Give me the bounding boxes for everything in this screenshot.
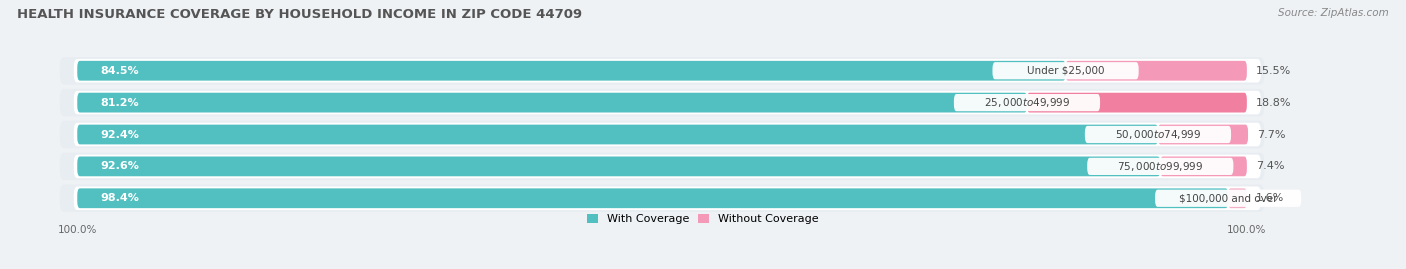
Text: $100,000 and over: $100,000 and over (1178, 193, 1278, 203)
FancyBboxPatch shape (1156, 190, 1301, 207)
FancyBboxPatch shape (993, 62, 1139, 79)
Text: $25,000 to $49,999: $25,000 to $49,999 (984, 96, 1070, 109)
FancyBboxPatch shape (73, 186, 1261, 210)
Text: Under $25,000: Under $25,000 (1026, 66, 1104, 76)
FancyBboxPatch shape (1229, 188, 1247, 208)
FancyBboxPatch shape (1066, 61, 1247, 81)
Text: 92.6%: 92.6% (101, 161, 139, 171)
Text: 1.6%: 1.6% (1256, 193, 1285, 203)
Text: 15.5%: 15.5% (1256, 66, 1292, 76)
FancyBboxPatch shape (59, 121, 1264, 148)
FancyBboxPatch shape (77, 188, 1229, 208)
FancyBboxPatch shape (59, 185, 1264, 212)
Text: 92.4%: 92.4% (101, 129, 139, 140)
Text: 7.7%: 7.7% (1257, 129, 1286, 140)
Text: $75,000 to $99,999: $75,000 to $99,999 (1118, 160, 1204, 173)
FancyBboxPatch shape (1087, 158, 1233, 175)
FancyBboxPatch shape (77, 61, 1066, 81)
Text: 7.4%: 7.4% (1256, 161, 1285, 171)
FancyBboxPatch shape (77, 157, 1160, 176)
FancyBboxPatch shape (73, 155, 1261, 178)
FancyBboxPatch shape (73, 91, 1261, 114)
FancyBboxPatch shape (953, 94, 1099, 111)
FancyBboxPatch shape (1026, 93, 1247, 112)
FancyBboxPatch shape (73, 123, 1261, 146)
Text: 98.4%: 98.4% (101, 193, 139, 203)
FancyBboxPatch shape (59, 89, 1264, 116)
Text: 18.8%: 18.8% (1256, 98, 1292, 108)
Text: 84.5%: 84.5% (101, 66, 139, 76)
Text: HEALTH INSURANCE COVERAGE BY HOUSEHOLD INCOME IN ZIP CODE 44709: HEALTH INSURANCE COVERAGE BY HOUSEHOLD I… (17, 8, 582, 21)
FancyBboxPatch shape (73, 59, 1261, 83)
FancyBboxPatch shape (59, 57, 1264, 84)
FancyBboxPatch shape (59, 153, 1264, 180)
FancyBboxPatch shape (1159, 125, 1249, 144)
FancyBboxPatch shape (77, 93, 1026, 112)
Text: 81.2%: 81.2% (101, 98, 139, 108)
FancyBboxPatch shape (77, 125, 1159, 144)
FancyBboxPatch shape (1085, 126, 1232, 143)
Legend: With Coverage, Without Coverage: With Coverage, Without Coverage (582, 210, 824, 229)
Text: $50,000 to $74,999: $50,000 to $74,999 (1115, 128, 1201, 141)
FancyBboxPatch shape (1160, 157, 1247, 176)
Text: Source: ZipAtlas.com: Source: ZipAtlas.com (1278, 8, 1389, 18)
